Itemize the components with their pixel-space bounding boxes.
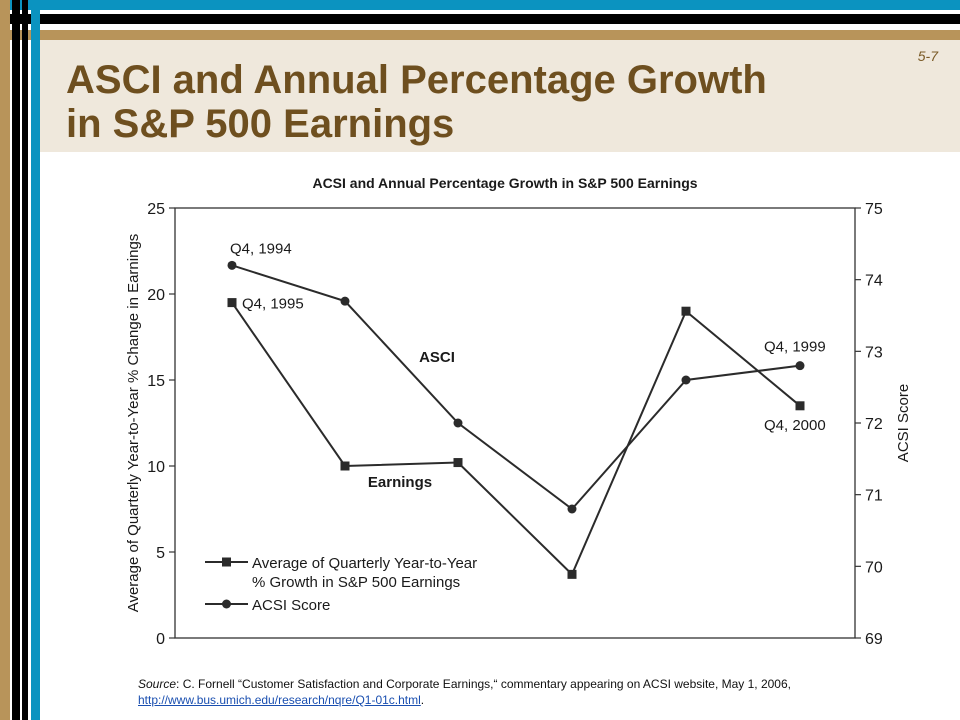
point-annotation: Q4, 1999 bbox=[764, 339, 826, 356]
legend-earnings-label-line-2: % Growth in S&P 500 Earnings bbox=[252, 574, 460, 591]
earnings-point-marker bbox=[227, 298, 237, 308]
earnings-point-marker bbox=[681, 306, 691, 316]
right-tick-label: 75 bbox=[865, 201, 883, 218]
legend-earnings-swatch-marker bbox=[222, 557, 231, 567]
slide-title: ASCI and Annual Percentage Growth in S&P… bbox=[66, 58, 906, 146]
legend-acsi-swatch-marker bbox=[222, 599, 231, 609]
slide-title-line-1: ASCI and Annual Percentage Growth bbox=[66, 58, 767, 102]
left-axis-label: Average of Quarterly Year-to-Year % Chan… bbox=[125, 234, 142, 613]
right-tick-label: 74 bbox=[865, 273, 883, 290]
left-tick-label: 20 bbox=[147, 287, 165, 304]
earnings-point-marker bbox=[340, 461, 350, 471]
earnings-point-marker bbox=[453, 458, 463, 468]
earnings-series-line bbox=[231, 302, 801, 577]
left-black-stripe-2 bbox=[22, 0, 28, 720]
acsi-point-marker bbox=[567, 504, 577, 514]
source-note: Source: C. Fornell “Customer Satisfactio… bbox=[138, 676, 928, 708]
earnings-point-marker bbox=[567, 569, 577, 579]
right-tick-label: 70 bbox=[865, 559, 883, 576]
header-band bbox=[40, 40, 960, 152]
legend-acsi-label: ACSI Score bbox=[252, 597, 330, 614]
acsi-point-marker bbox=[227, 260, 237, 270]
legend: Average of Quarterly Year-to-Year % Growt… bbox=[205, 555, 477, 614]
legend-earnings-label-line-1: Average of Quarterly Year-to-Year bbox=[252, 555, 477, 572]
earnings-series-label: Earnings bbox=[368, 474, 432, 491]
left-black-stripe bbox=[12, 0, 20, 720]
point-annotation: Q4, 2000 bbox=[764, 417, 826, 434]
acsi-point-marker bbox=[795, 361, 805, 371]
left-tick-label: 15 bbox=[147, 373, 165, 390]
left-axis-ticks: 0 5 10 15 20 25 bbox=[147, 201, 175, 648]
right-tick-label: 72 bbox=[865, 416, 883, 433]
left-tick-label: 25 bbox=[147, 201, 165, 218]
point-annotation: Q4, 1995 bbox=[242, 296, 304, 313]
acsi-point-marker bbox=[453, 418, 463, 428]
acsi-series-line bbox=[231, 264, 801, 511]
annotation-layer: Q4, 1994 Q4, 1995 Q4, 1999 Q4, 2000 ASCI Earn… bbox=[230, 240, 826, 491]
source-label: Source bbox=[138, 677, 177, 691]
earnings-point-marker bbox=[795, 401, 805, 411]
acsi-point-marker bbox=[681, 375, 691, 385]
left-blue-stripe bbox=[31, 0, 40, 720]
left-tan-stripe bbox=[0, 0, 10, 720]
right-axis-ticks: 69 70 71 72 73 74 75 bbox=[855, 201, 883, 648]
series-layer bbox=[227, 260, 805, 579]
left-tick-label: 5 bbox=[156, 545, 165, 562]
right-tick-label: 73 bbox=[865, 344, 883, 361]
point-annotation: Q4, 1994 bbox=[230, 240, 292, 257]
top-blue-stripe bbox=[0, 0, 960, 10]
right-axis-label: ACSI Score bbox=[895, 384, 912, 462]
slide-title-line-2: in S&P 500 Earnings bbox=[66, 102, 455, 146]
left-tick-label: 0 bbox=[156, 631, 165, 648]
right-tick-label: 69 bbox=[865, 631, 883, 648]
source-text: : C. Fornell “Customer Satisfaction and … bbox=[176, 677, 791, 691]
chart-title: ACSI and Annual Percentage Growth in S&P… bbox=[312, 175, 697, 191]
slide-number: 5-7 bbox=[917, 48, 938, 64]
source-end: . bbox=[420, 693, 425, 707]
source-link[interactable]: http://www.bus.umich.edu/research/nqre/Q… bbox=[138, 693, 421, 707]
top-black-stripe bbox=[0, 14, 960, 24]
top-tan-stripe bbox=[0, 30, 960, 40]
acsi-point-marker bbox=[340, 296, 350, 306]
asci-series-label: ASCI bbox=[419, 349, 455, 366]
right-tick-label: 71 bbox=[865, 488, 883, 505]
left-tick-label: 10 bbox=[147, 459, 165, 476]
